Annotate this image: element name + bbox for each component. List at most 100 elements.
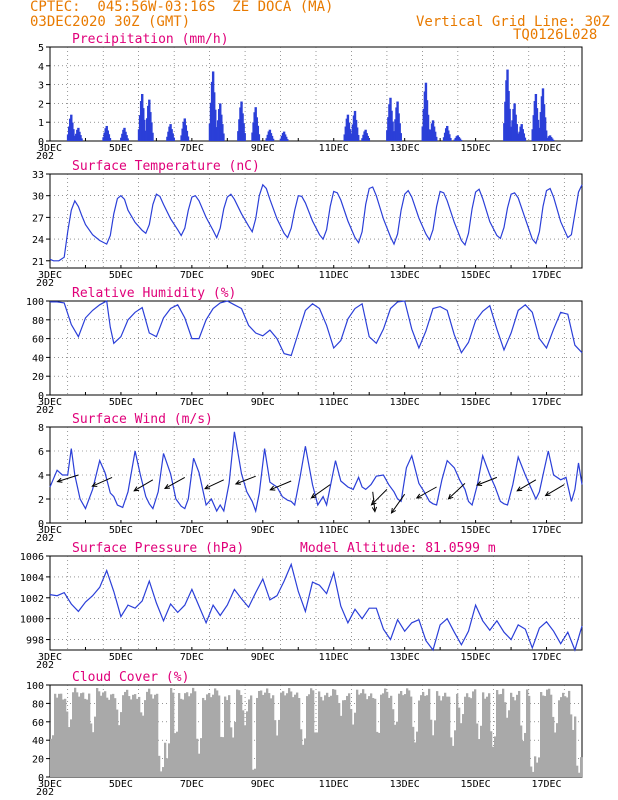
wind-xtick-label: 9DEC (251, 525, 275, 536)
wind-arrow-head (370, 499, 377, 506)
pressure-frame (49, 555, 583, 651)
header-date: 03DEC2020 30Z (GMT) (30, 14, 191, 30)
pressure-year-stub: 202 (36, 660, 54, 671)
wind-arrow-head (371, 506, 378, 513)
precip-bar (214, 109, 217, 141)
temperature-ytick-label: 30 (32, 192, 44, 203)
temperature-xtick-label: 11DEC (319, 270, 349, 281)
cloud-bar (130, 699, 133, 777)
humidity-ytick-label: 40 (32, 353, 44, 364)
cloud-bar (278, 719, 281, 777)
cloud-bar (74, 687, 77, 777)
wind-year-stub: 202 (36, 533, 54, 544)
cloud-bar (120, 712, 123, 777)
pressure-xtick-label: 13DEC (390, 652, 420, 663)
cloud-bar (418, 700, 421, 777)
precipitation-xtick-label: 15DEC (461, 143, 491, 154)
precip-bar (107, 134, 111, 141)
cloud-bar (164, 742, 167, 777)
humidity-xtick-label: 17DEC (531, 397, 561, 408)
wind-arrow (270, 480, 292, 491)
precip-bar (108, 137, 112, 141)
cloud-bar (146, 691, 149, 777)
humidity-series-line (50, 300, 583, 357)
cloud-bar (458, 707, 461, 777)
cloud-bar (114, 698, 117, 777)
cloud-bar (318, 691, 321, 777)
cloud-bar (218, 695, 221, 777)
cloud-bar (578, 772, 581, 777)
humidity-ytick-label: 60 (32, 335, 44, 346)
cloud-bar (228, 695, 231, 777)
cloud-bar (556, 723, 559, 777)
cloud-bar (508, 710, 511, 777)
cloud-bar (300, 729, 303, 777)
cloud-bar (190, 693, 193, 777)
precip-bar (150, 122, 153, 141)
cloud-bar (252, 769, 255, 777)
cloud-bar (392, 709, 395, 777)
pressure-xtick-label: 7DEC (180, 652, 204, 663)
precip-bar (348, 129, 352, 141)
cloud-bar (88, 693, 91, 777)
cloud-bar (360, 693, 363, 777)
cloud-bar (536, 762, 539, 777)
pressure-ytick-label: 1002 (20, 594, 44, 605)
cloud-bar (316, 732, 319, 777)
wind-arrow-head (516, 486, 523, 492)
pressure-ytick-label: 1000 (20, 615, 44, 626)
cloud-bar (394, 724, 397, 777)
cloud-cover-ytick-label: 20 (32, 755, 44, 766)
temperature-xtick-label: 15DEC (461, 270, 491, 281)
cloud-bar (340, 715, 343, 777)
cloud-bar (202, 697, 205, 777)
humidity-xtick-label: 9DEC (251, 397, 275, 408)
cloud-bar (294, 694, 297, 777)
cloud-bar (570, 714, 573, 777)
cloud-bar (530, 766, 533, 777)
cloud-bar (154, 694, 157, 777)
cloud-cover-ytick-label: 80 (32, 699, 44, 710)
precip-bar (355, 127, 359, 141)
cloud-bar (444, 692, 447, 777)
cloud-bar (68, 727, 71, 777)
precip-bar (243, 133, 246, 141)
cloud-bar (78, 696, 81, 777)
cloud-bar (52, 735, 55, 777)
cloud-bar (326, 692, 329, 777)
cloud-bar (378, 732, 381, 777)
cloud-bar (344, 700, 347, 777)
cloud-bar (456, 693, 459, 777)
cloud-bar (362, 689, 365, 777)
cloud-bar (540, 692, 543, 777)
cloud-bar (352, 724, 355, 777)
cloud-bar (538, 757, 541, 777)
cloud-bar (498, 694, 501, 777)
cloud-bar (494, 736, 497, 777)
wind-arrow (416, 486, 437, 499)
cloud-bar (248, 699, 251, 777)
header-grid-note: Vertical Grid Line: 30Z (416, 14, 610, 30)
precip-bar (522, 133, 526, 141)
cloud-bar (390, 695, 393, 777)
cloud-bar (64, 698, 67, 777)
cloud-bar (240, 694, 243, 777)
cloud-cover-xtick-label: 15DEC (461, 779, 491, 790)
cloud-bar (150, 694, 153, 777)
wind-arrow (92, 476, 113, 487)
precip-bar (185, 130, 189, 141)
cloud-bar (148, 688, 151, 777)
cloud-bar (210, 697, 213, 777)
cloud-bar (268, 693, 271, 777)
cloud-bar (348, 693, 351, 777)
wind-arrow (448, 483, 466, 500)
cloud-bar (276, 735, 279, 777)
cloud-bar (478, 739, 481, 777)
wind-arrow-head (163, 484, 171, 489)
cloud-cover-year-stub: 202 (36, 787, 54, 798)
cloud-bar (176, 731, 179, 777)
cloud-bar (140, 712, 143, 777)
temperature-series-line (49, 183, 583, 262)
cloud-bar (168, 743, 171, 777)
